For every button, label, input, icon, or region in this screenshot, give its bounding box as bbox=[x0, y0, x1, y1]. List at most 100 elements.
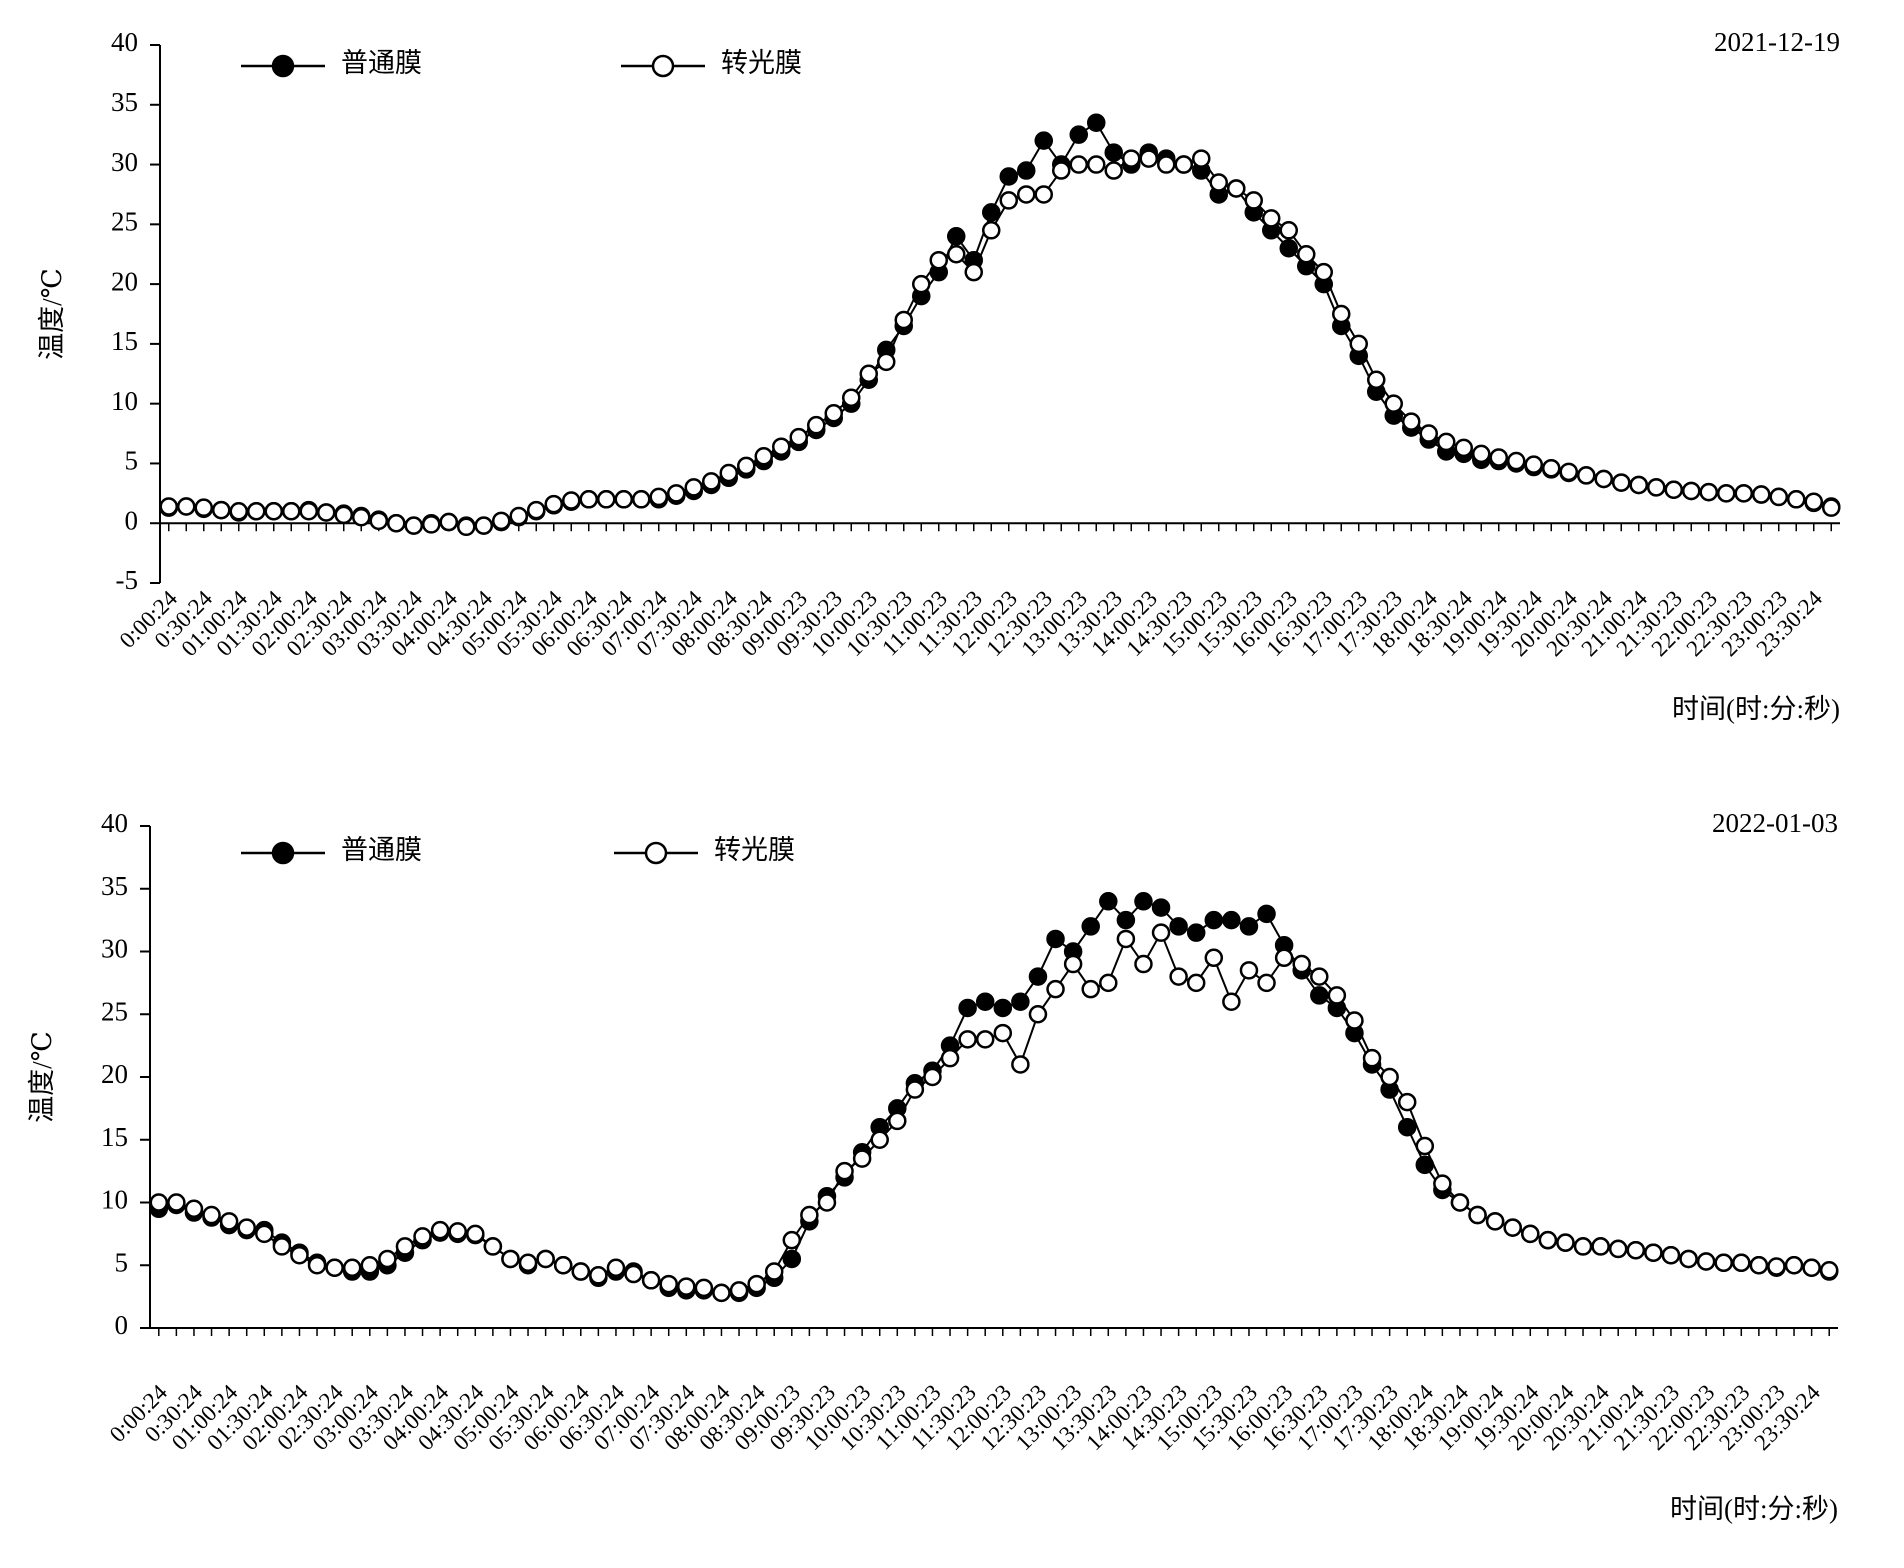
data-point bbox=[536, 1249, 555, 1269]
data-point bbox=[1262, 209, 1281, 228]
data-point bbox=[1244, 191, 1263, 210]
data-point bbox=[430, 1220, 450, 1240]
data-point bbox=[342, 1258, 362, 1278]
data-point bbox=[641, 1271, 661, 1290]
data-point bbox=[1503, 1218, 1522, 1237]
data-point bbox=[1594, 469, 1613, 489]
data-point bbox=[177, 497, 196, 516]
data-point bbox=[1028, 967, 1048, 986]
data-point bbox=[1227, 179, 1246, 198]
data-point bbox=[1327, 986, 1347, 1005]
data-point bbox=[1292, 954, 1311, 974]
data-point bbox=[1174, 155, 1193, 174]
data-point bbox=[1454, 438, 1473, 458]
data-point bbox=[1017, 161, 1036, 180]
data-point bbox=[159, 497, 178, 516]
data-point bbox=[1608, 1239, 1628, 1259]
y-tick-label: 30 bbox=[101, 934, 128, 964]
data-point bbox=[1028, 1005, 1048, 1024]
data-point bbox=[378, 1249, 397, 1269]
data-point bbox=[1204, 948, 1224, 968]
data-point bbox=[579, 490, 598, 509]
data-point bbox=[597, 490, 616, 509]
y-tick-label: 10 bbox=[111, 386, 138, 416]
data-point bbox=[982, 203, 1001, 222]
data-point bbox=[272, 1237, 292, 1256]
data-point bbox=[282, 502, 301, 521]
data-point bbox=[1559, 462, 1578, 482]
data-point bbox=[1787, 490, 1806, 509]
data-point bbox=[1507, 451, 1526, 471]
data-point bbox=[1186, 923, 1206, 942]
data-point bbox=[1521, 1224, 1540, 1244]
data-point bbox=[1011, 1055, 1030, 1074]
data-point bbox=[1151, 923, 1171, 942]
data-point bbox=[1063, 954, 1083, 974]
data-point bbox=[764, 1262, 784, 1281]
data-point bbox=[632, 490, 651, 509]
data-point bbox=[789, 427, 808, 447]
data-point bbox=[387, 513, 406, 533]
data-point bbox=[317, 503, 336, 522]
y-tick-label: 0 bbox=[125, 505, 139, 535]
data-point bbox=[659, 1274, 678, 1294]
legend-label: 普通膜 bbox=[341, 835, 422, 865]
y-tick-label: 20 bbox=[101, 1059, 128, 1089]
data-point bbox=[247, 502, 266, 521]
data-point bbox=[448, 1222, 467, 1241]
data-point bbox=[1485, 1212, 1505, 1231]
data-point bbox=[1239, 961, 1259, 980]
legend-label: 普通膜 bbox=[341, 48, 422, 78]
data-point bbox=[1169, 967, 1188, 986]
data-point bbox=[835, 1161, 854, 1181]
data-point bbox=[1802, 1258, 1821, 1278]
data-point bbox=[1186, 973, 1206, 993]
data-point bbox=[501, 1249, 520, 1269]
data-point bbox=[290, 1245, 309, 1265]
data-point bbox=[1524, 455, 1543, 474]
data-point bbox=[975, 992, 995, 1011]
data-point bbox=[1784, 1256, 1804, 1275]
y-tick-label: 5 bbox=[115, 1247, 129, 1277]
y-tick-label: 10 bbox=[101, 1185, 128, 1215]
chart-panel: -505101520253035400:00:240:30:2401:00:24… bbox=[37, 27, 1841, 724]
data-point bbox=[1310, 986, 1329, 1005]
data-point bbox=[1661, 1245, 1681, 1265]
data-point bbox=[1239, 917, 1259, 936]
data-point bbox=[1384, 394, 1403, 413]
data-point bbox=[184, 1199, 204, 1219]
data-point bbox=[1139, 149, 1158, 168]
data-point bbox=[1682, 481, 1701, 501]
y-tick-label: 25 bbox=[111, 207, 138, 237]
data-point bbox=[1696, 1252, 1716, 1271]
data-point bbox=[1157, 155, 1176, 174]
data-point bbox=[712, 1283, 731, 1303]
data-point bbox=[1556, 1233, 1575, 1252]
y-axis-title: 温度/℃ bbox=[37, 268, 67, 360]
data-point bbox=[772, 437, 791, 456]
data-point bbox=[352, 507, 371, 527]
y-tick-label: 5 bbox=[125, 446, 139, 476]
data-point bbox=[527, 500, 546, 520]
data-point bbox=[422, 515, 441, 534]
y-tick-label: 0 bbox=[115, 1310, 129, 1340]
data-point bbox=[1804, 492, 1823, 511]
annotation: 2022-01-03 bbox=[1712, 808, 1838, 838]
data-point bbox=[1714, 1253, 1733, 1272]
data-point bbox=[589, 1266, 608, 1285]
data-point bbox=[395, 1237, 415, 1256]
data-point bbox=[1450, 1193, 1470, 1212]
data-point bbox=[667, 484, 686, 503]
data-point bbox=[1591, 1237, 1610, 1256]
data-point bbox=[264, 502, 283, 521]
data-point bbox=[1612, 473, 1631, 492]
data-point bbox=[877, 352, 896, 372]
data-point bbox=[369, 511, 388, 531]
data-point bbox=[982, 221, 1001, 240]
y-tick-label: 20 bbox=[111, 266, 138, 296]
data-point bbox=[870, 1130, 889, 1149]
data-point bbox=[999, 191, 1018, 210]
data-point bbox=[202, 1205, 221, 1225]
data-point bbox=[1367, 370, 1386, 390]
data-point bbox=[912, 274, 931, 294]
